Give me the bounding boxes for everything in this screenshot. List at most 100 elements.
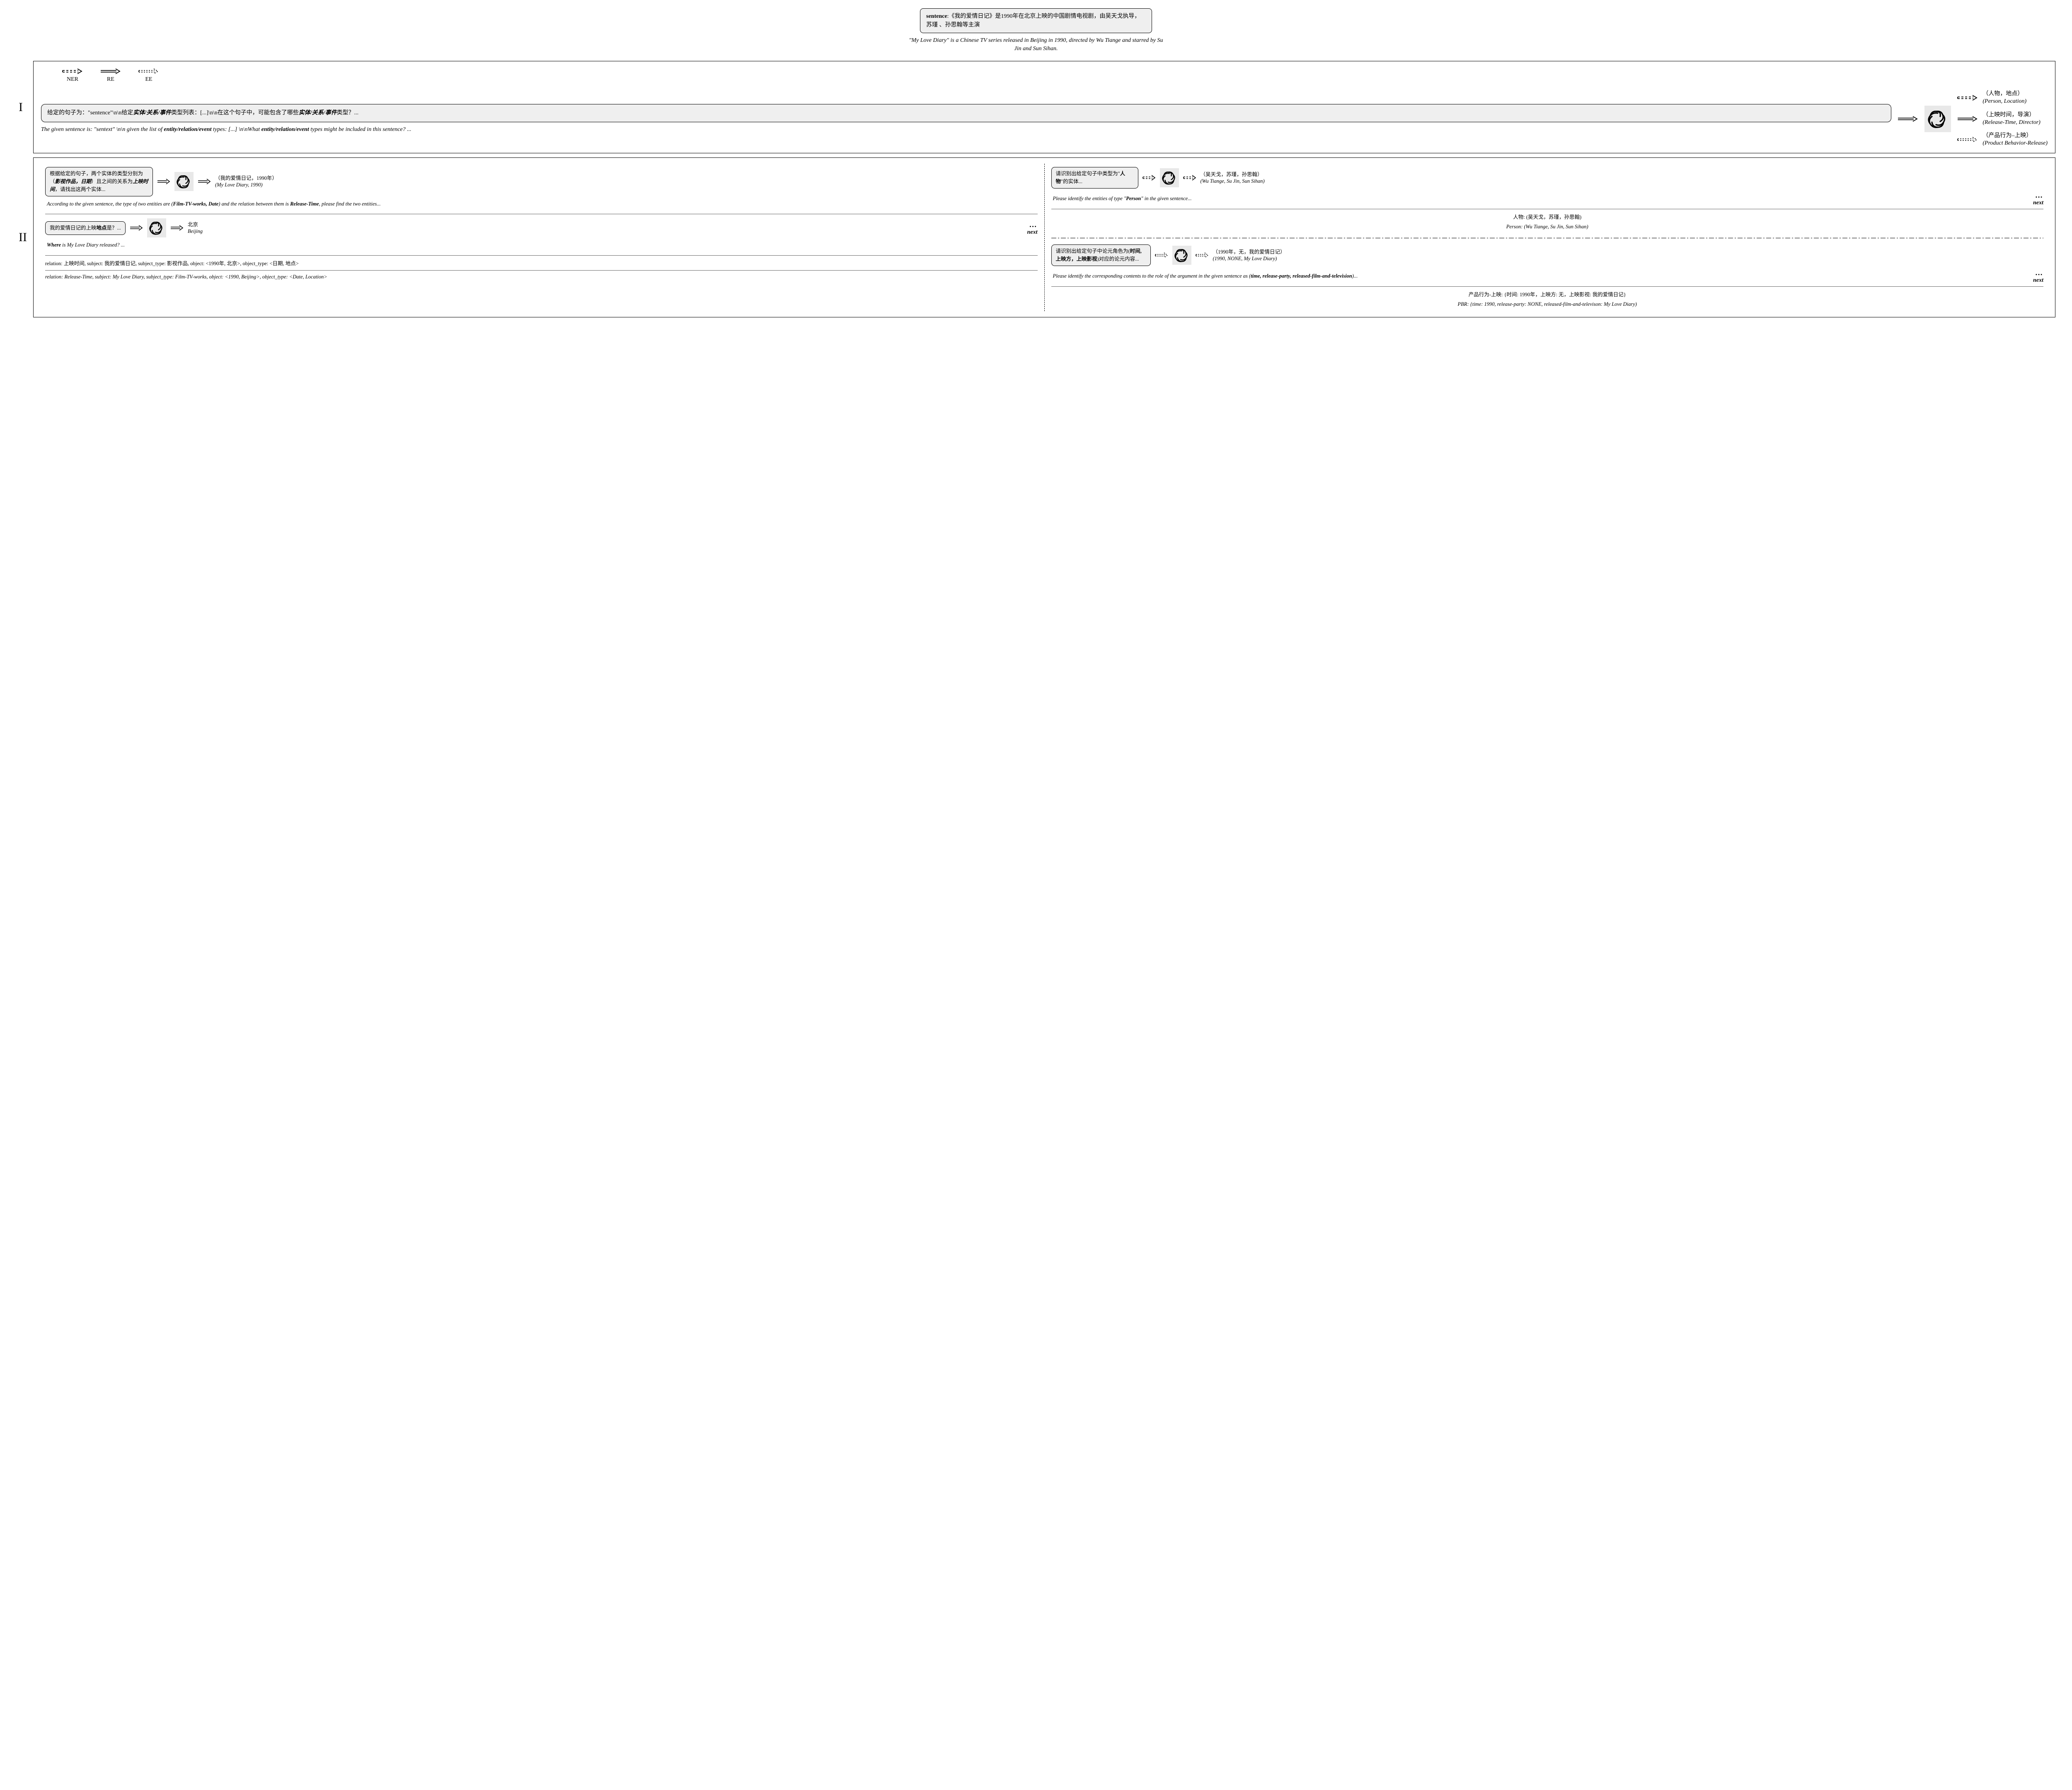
s1-out3-zh: （产品行为–上映） xyxy=(1982,132,2048,140)
s2l-b1e-c: , please find the two entities... xyxy=(319,201,381,207)
s1-en-c: types might be included in this sentence… xyxy=(309,126,411,133)
s1-en-a: The given sentence is: "sentext" \n\n gi… xyxy=(41,126,164,133)
s2rb-zh-b: )对应的论元内容... xyxy=(1097,256,1139,262)
arrow-dashed-icon xyxy=(1957,94,1978,102)
arrow-solid-icon xyxy=(1957,115,1978,123)
s2rb-out-zh: （1990年，无，我的爱情日记） xyxy=(1213,249,1285,255)
s1-out3-en: (Product Behavior-Release) xyxy=(1982,140,2048,147)
stage-2: II 根据给定的句子，两个实体的类型分别为（影视作品，日期）且之间的关系为上映时… xyxy=(33,157,2055,317)
openai-icon xyxy=(147,218,166,237)
s2l-b1e-b1: Film-TV-works, Date xyxy=(173,201,219,207)
s1-out-ee: （产品行为–上映） (Product Behavior-Release) xyxy=(1982,132,2048,147)
legend-ner-label: NER xyxy=(67,76,78,83)
s2rb-box: 请识别出给定句子中论元角色为(时间, 上映方，上映影视)对应的论元内容... xyxy=(1051,244,1151,266)
arrow-dotted-icon xyxy=(1957,135,1978,144)
s2rt-en-bold: Person xyxy=(1126,196,1141,201)
ellipsis: … xyxy=(2033,268,2043,277)
s2rb-res-zh: 产品行为-上映: {时间: 1990年，上映方: 无，上映影视: 我的爱情日记} xyxy=(1051,291,2044,299)
s2rt-out-en: (Wu Tiange, Su Jin, Sun Sihan) xyxy=(1201,178,1265,184)
arrow-solid-icon xyxy=(130,225,143,231)
s1-en-b: types: [...] \n\nWhat xyxy=(211,126,261,133)
s2l-result: relation: 上映时间, subject: 我的爱情日记, subject… xyxy=(45,260,1038,281)
s2rt-zh-a: 请识别出给定句子中类型为" xyxy=(1056,171,1120,177)
s1-out2-en: (Release-Time, Director) xyxy=(1982,119,2040,126)
next-label: next xyxy=(2033,200,2043,206)
s2l-out1-en: (My Love Diary, 1990) xyxy=(215,181,277,188)
openai-icon xyxy=(1924,106,1951,132)
openai-icon xyxy=(1160,168,1179,187)
arrow-solid-icon xyxy=(198,178,211,185)
divider xyxy=(45,270,1038,271)
s2rt-out-zh: （吴天戈，苏瑾，孙思翰） xyxy=(1201,171,1265,178)
s2l-b2-a: 我的爱情日记的上映 xyxy=(50,225,97,231)
s2l-b1e-b: ) and the relation between them is xyxy=(218,201,290,207)
s1-out1-en: (Person, Location) xyxy=(1982,98,2026,105)
legend-re: RE xyxy=(100,67,121,83)
s1-out-ner: （人物，地点） (Person, Location) xyxy=(1982,90,2026,105)
arrow-dashed-icon xyxy=(1183,174,1196,181)
stage2-right-col: 请识别出给定句子中类型为"人物"的实体... （吴天戈，苏瑾，孙思翰） (Wu … xyxy=(1047,164,2048,311)
ellipsis: … xyxy=(1027,220,1038,229)
s1-out2-zh: （上映时间，导演） xyxy=(1982,111,2040,119)
s2rt-trans: Please identify the entities of type "Pe… xyxy=(1053,195,2033,202)
s1-zh-b: 类型列表：[...]\n\n在这个句子中，可能包含了哪些 xyxy=(171,110,299,116)
arrow-dotted-icon xyxy=(1196,252,1209,259)
s1-zh-a: 给定的句子为："sentence"\n\n给定 xyxy=(47,110,133,116)
stage-2-label: II xyxy=(19,230,27,244)
ellipsis: … xyxy=(2033,191,2043,200)
s2rt-en-b: " in the given sentence... xyxy=(1141,196,1191,201)
s2rt-res-en: Person: (Wu Tiange, Su Jin, Sun Sihan) xyxy=(1051,223,2044,231)
s2l-b1e-a: According to the given sentence, the typ… xyxy=(47,201,173,207)
legend-re-label: RE xyxy=(107,76,114,83)
s2l-box2: 我的爱情日记的上映地点是？... xyxy=(45,221,126,235)
s2l-box2-trans: Where is My Love Diary released? ... xyxy=(47,242,1038,249)
s2l-out2: 北京 Beijing xyxy=(188,221,203,235)
stage-1: I NER RE EE 给定的句子为："sentence"\n\n给定实体/关系… xyxy=(33,61,2055,153)
arrow-solid-icon xyxy=(170,225,184,231)
s2rt-en-a: Please identify the entities of type " xyxy=(1053,196,1126,201)
s2l-b1-b: ）且之间的关系为 xyxy=(91,179,133,184)
sentence-label: sentence xyxy=(926,13,947,19)
s2l-res-en: relation: Release-Time, subject: My Love… xyxy=(45,273,1038,281)
arrow-dotted-icon xyxy=(138,67,160,75)
s1-en-bold2: entity/relation/event xyxy=(261,126,309,133)
s2l-box1-trans: According to the given sentence, the typ… xyxy=(47,201,1038,208)
s2rb-en-bold: time, release-party, released-film-and-t… xyxy=(1251,273,1352,279)
s1-out-re: （上映时间，导演） (Release-Time, Director) xyxy=(1982,111,2040,126)
arrow-solid-icon xyxy=(100,67,121,75)
legend-ee-label: EE xyxy=(145,76,152,83)
sentence-box: sentence:《我的爱情日记》是1990年在北京上映的中国剧情电视剧，由吴天… xyxy=(920,8,1152,33)
s2rt-box: 请识别出给定句子中类型为"人物"的实体... xyxy=(1051,167,1138,189)
next-label: next xyxy=(1027,229,1038,236)
s2rt-out: （吴天戈，苏瑾，孙思翰） (Wu Tiange, Su Jin, Sun Sih… xyxy=(1201,171,1265,185)
arrow-solid-icon xyxy=(157,178,170,185)
s2l-box1: 根据给定的句子，两个实体的类型分别为（影视作品，日期）且之间的关系为上映时间，请… xyxy=(45,167,153,196)
s2rt-zh-b: "的实体... xyxy=(1061,179,1082,184)
next-label: next xyxy=(2033,277,2043,284)
s2l-out2-en: Beijing xyxy=(188,228,203,235)
s1-en-bold: entity/relation/event xyxy=(164,126,211,133)
arrow-dashed-icon xyxy=(62,67,83,75)
openai-icon xyxy=(1172,246,1191,265)
arrow-to-ai-icon xyxy=(1897,115,1919,123)
arrow-dotted-icon xyxy=(1155,252,1168,259)
s2l-b1e-b2: Release-Time xyxy=(290,201,319,207)
s2l-out1: （我的爱情日记，1990年） (My Love Diary, 1990) xyxy=(215,175,277,189)
s1-zh-c: 类型？... xyxy=(337,110,359,116)
legend-ee: EE xyxy=(138,67,160,83)
stage1-prompt-box: 给定的句子为："sentence"\n\n给定 实体/关系/事件类型列表：[...… xyxy=(41,104,1891,122)
s2l-b1-c: ，请找出这两个实体... xyxy=(55,186,106,192)
s2rb-out-en: (1990, NONE, My Love Diary) xyxy=(1213,255,1285,262)
legend: NER RE EE xyxy=(62,67,2048,83)
s2rt-result: 人物: (吴天戈，苏瑾，孙思翰) Person: (Wu Tiange, Su … xyxy=(1051,213,2044,231)
stage1-prompt-area: 给定的句子为："sentence"\n\n给定 实体/关系/事件类型列表：[...… xyxy=(41,104,1891,134)
s2rb-out: （1990年，无，我的爱情日记） (1990, NONE, My Love Di… xyxy=(1213,249,1285,262)
sentence-translation: "My Love Diary" is a Chinese TV series r… xyxy=(908,36,1164,53)
s1-out1-zh: （人物，地点） xyxy=(1982,90,2026,98)
stage1-prompt-trans: The given sentence is: "sentext" \n\n gi… xyxy=(41,126,1891,134)
vertical-divider xyxy=(1044,164,1045,311)
sentence-zh: :《我的爱情日记》是1990年在北京上映的中国剧情电视剧，由吴天戈执导，苏瑾 、… xyxy=(926,13,1140,28)
s2l-out2-zh: 北京 xyxy=(188,221,203,228)
s2l-b1-b1: 影视作品，日期 xyxy=(55,179,92,184)
s1-zh-bold2: 实体/关系/事件 xyxy=(299,110,337,116)
